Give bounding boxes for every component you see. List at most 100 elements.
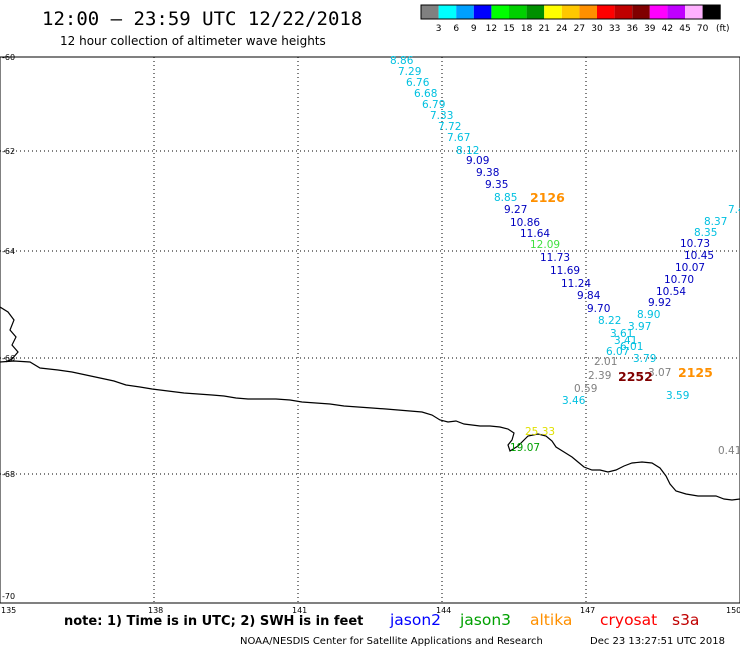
satellite-legend: jason2 jason3 altika cryosat s3a	[389, 611, 699, 629]
colorbar-label: 18	[521, 24, 533, 34]
lat-label: -68	[2, 470, 15, 479]
antarctic-coastline	[0, 306, 740, 501]
swh-observation: 10.45	[684, 250, 714, 262]
lat-label: -66	[2, 354, 15, 363]
swh-observation: 0.41	[718, 445, 740, 457]
colorbar-swatch	[526, 5, 545, 19]
swh-observation: 7.33	[430, 110, 453, 122]
colorbar-swatch	[509, 5, 527, 19]
colorbar-label: 42	[662, 24, 673, 34]
colorbar-swatch	[456, 5, 474, 19]
colorbar-label: 27	[574, 24, 585, 34]
colorbar-swatch	[579, 5, 597, 19]
colorbar-label: 3	[436, 24, 442, 34]
swh-observation: 0.59	[574, 383, 597, 395]
swh-observation: 9.27	[504, 204, 527, 216]
colorbar-label: 9	[471, 24, 477, 34]
swh-observation: 25.33	[525, 426, 555, 438]
swh-observation: 8.86	[390, 55, 414, 67]
swh-observation: 3.41	[614, 335, 637, 347]
colorbar-label: 33	[609, 24, 620, 34]
swh-observation: 10.54	[656, 286, 686, 298]
track-times-layer: 2126 2252 2125	[530, 190, 713, 384]
satellite-legend-jason3: jason3	[459, 611, 511, 629]
lat-label: -62	[2, 147, 15, 156]
swh-observation: 7.67	[447, 132, 470, 144]
swh-observation: 6.79	[422, 99, 445, 111]
swh-observation: 8.12	[456, 145, 479, 157]
colorbar-label: 70	[697, 24, 709, 34]
lon-label: 150	[726, 606, 740, 615]
colorbar-label: 39	[644, 24, 656, 34]
swh-observation: 12.09	[530, 239, 560, 251]
swh-observation: 3.97	[628, 321, 651, 333]
swh-observation: 11.73	[540, 252, 570, 264]
track-time-label: 2126	[530, 190, 565, 205]
swh-observation: 7.4	[728, 204, 740, 216]
colorbar-label: 36	[626, 24, 638, 34]
swh-observation: 2.01	[594, 356, 617, 368]
swh-observation: 10.70	[664, 274, 694, 286]
colorbar-label: 30	[591, 24, 603, 34]
colorbar-swatch	[649, 5, 668, 19]
swh-observation: 9.84	[577, 290, 601, 302]
swh-observation: 11.24	[561, 278, 591, 290]
swh-observation: 3.79	[633, 353, 656, 365]
graticule	[0, 57, 740, 603]
swh-observation: 8.37	[704, 216, 727, 228]
swh-observation: 11.64	[520, 228, 550, 240]
swh-observation: 8.35	[694, 227, 717, 239]
lat-label: -70	[2, 592, 15, 601]
satellite-legend-jason2: jason2	[389, 611, 441, 629]
satellite-legend-altika: altika	[530, 611, 572, 629]
colorbar-swatch	[561, 5, 580, 19]
colorbar-swatch	[632, 5, 650, 19]
lon-label: 147	[580, 606, 595, 615]
colorbar-swatch	[544, 5, 562, 19]
swh-observation: 6.68	[414, 88, 437, 100]
swh-observation: 7.29	[398, 66, 421, 78]
colorbar-label: 21	[538, 24, 549, 34]
swh-observation: 9.38	[476, 167, 499, 179]
track-time-label: 2125	[678, 365, 713, 380]
map-title: 12:00 – 23:59 UTC 12/22/2018	[42, 8, 362, 30]
map-frame	[0, 56, 740, 604]
colorbar-swatch	[614, 5, 633, 19]
colorbar-frame	[420, 4, 721, 20]
lon-label: 144	[436, 606, 451, 615]
swh-observation: 10.86	[510, 217, 540, 229]
lon-label: 135	[1, 606, 16, 615]
colorbar-label: 12	[486, 24, 497, 34]
swh-observation: 6.01	[620, 341, 643, 353]
colorbar-swatch	[473, 5, 492, 19]
colorbar-unit: (ft)	[716, 24, 730, 34]
colorbar-label: 24	[556, 24, 568, 34]
satellite-legend-s3a: s3a	[672, 611, 699, 629]
swh-observation: 6.07	[606, 346, 629, 358]
swh-observation: 3.59	[666, 390, 689, 402]
swh-observation: 2.39	[588, 370, 611, 382]
colorbar-label: 15	[503, 24, 514, 34]
colorbar-swatch	[685, 5, 703, 19]
track-time-label: 2252	[618, 369, 653, 384]
swh-observation: 8.22	[598, 315, 621, 327]
observations-layer: 8.867.296.766.686.797.337.727.678.129.09…	[390, 55, 740, 457]
swh-observation: 11.69	[550, 265, 580, 277]
footer-credit: NOAA/NESDIS Center for Satellite Applica…	[240, 636, 543, 647]
lon-label: 141	[292, 606, 307, 615]
colorbar-swatch	[438, 5, 457, 19]
colorbar-swatch	[491, 5, 509, 19]
colorbar-swatch	[421, 5, 439, 19]
swh-observation: 8.85	[494, 192, 517, 204]
swh-observation: 6.76	[406, 77, 430, 89]
swh-observation: 10.07	[675, 262, 705, 274]
swh-observation: 7.72	[438, 121, 461, 133]
swh-observation: 3.46	[562, 395, 586, 407]
swh-observation: 9.92	[648, 297, 671, 309]
colorbar-label: 45	[679, 24, 690, 34]
swh-observation: 10.73	[680, 238, 710, 250]
swh-observation: 19.07	[510, 442, 540, 454]
swh-observation: 3.07	[648, 367, 671, 379]
